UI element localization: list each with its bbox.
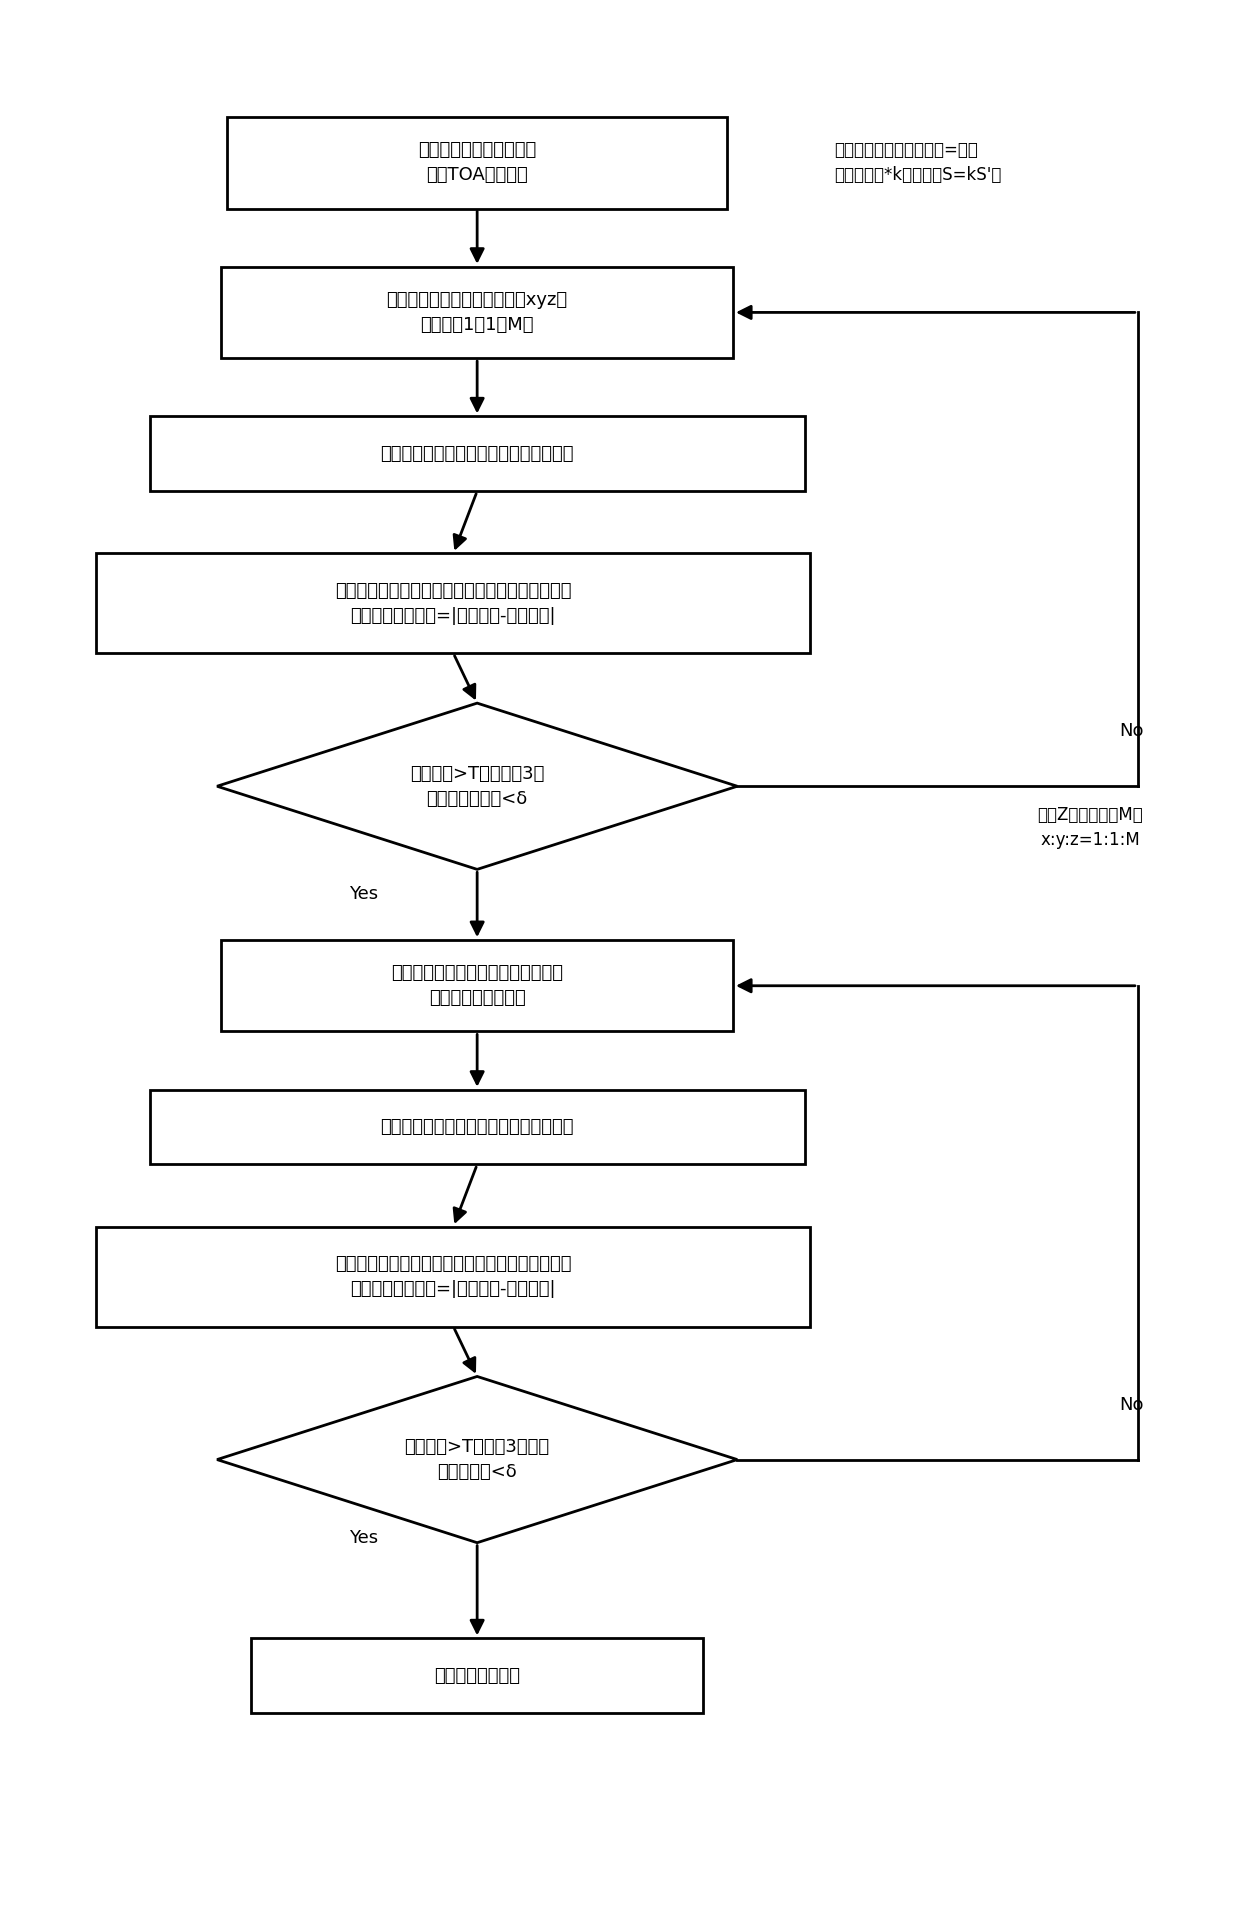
Text: 读入基站坐标和终端与基
站的TOA测量数据: 读入基站坐标和终端与基 站的TOA测量数据 — [418, 141, 536, 185]
FancyBboxPatch shape — [150, 417, 805, 491]
Text: Yes: Yes — [350, 1528, 378, 1547]
Text: 计算这个终端的坐标距离与测量距离（时间）的平
均误差，平均误差=|测量距离-坐标距离|: 计算这个终端的坐标距离与测量距离（时间）的平 均误差，平均误差=|测量距离-坐标… — [335, 581, 572, 625]
Text: 计算这个终端分别于每个基站的坐标距离: 计算这个终端分别于每个基站的坐标距离 — [381, 1118, 574, 1135]
Text: 平均误差>T或连续3次平均
误差改变值<δ: 平均误差>T或连续3次平均 误差改变值<δ — [404, 1438, 549, 1480]
Polygon shape — [217, 703, 738, 869]
Text: 平均误差>T或者连续3次
平均误差改变值<δ: 平均误差>T或者连续3次 平均误差改变值<δ — [410, 764, 544, 808]
Text: 输出终端准确坐标: 输出终端准确坐标 — [434, 1667, 520, 1684]
FancyBboxPatch shape — [97, 554, 811, 653]
Text: Yes: Yes — [350, 886, 378, 903]
Text: 三维改进加权最小二乘定位（固定测
量距离的修正系数）: 三维改进加权最小二乘定位（固定测 量距离的修正系数） — [391, 964, 563, 1008]
Text: No: No — [1120, 1396, 1145, 1414]
FancyBboxPatch shape — [150, 1090, 805, 1164]
FancyBboxPatch shape — [97, 1227, 811, 1326]
Text: 修正Z坐标的权重M，
x:y:z=1:1:M: 修正Z坐标的权重M， x:y:z=1:1:M — [1038, 806, 1143, 850]
Text: 计算这个终端分别于每个基站的坐标距离: 计算这个终端分别于每个基站的坐标距离 — [381, 444, 574, 463]
Polygon shape — [217, 1377, 738, 1543]
FancyBboxPatch shape — [221, 939, 733, 1031]
FancyBboxPatch shape — [221, 267, 733, 358]
Text: No: No — [1120, 722, 1145, 741]
Text: 三维改进加权最小二乘定位（xyz坐
标加权，1：1：M）: 三维改进加权最小二乘定位（xyz坐 标加权，1：1：M） — [387, 291, 568, 333]
Text: 修正测量距离，测量距离=原时
间测量距离*k，（即：S=kS'）: 修正测量距离，测量距离=原时 间测量距离*k，（即：S=kS'） — [835, 141, 1002, 185]
FancyBboxPatch shape — [250, 1638, 703, 1713]
FancyBboxPatch shape — [227, 116, 727, 208]
Text: 计算这个终端的坐标距离与测量距离（时间）的平
均误差，平均误差=|测量距离-坐标距离|: 计算这个终端的坐标距离与测量距离（时间）的平 均误差，平均误差=|测量距离-坐标… — [335, 1255, 572, 1297]
